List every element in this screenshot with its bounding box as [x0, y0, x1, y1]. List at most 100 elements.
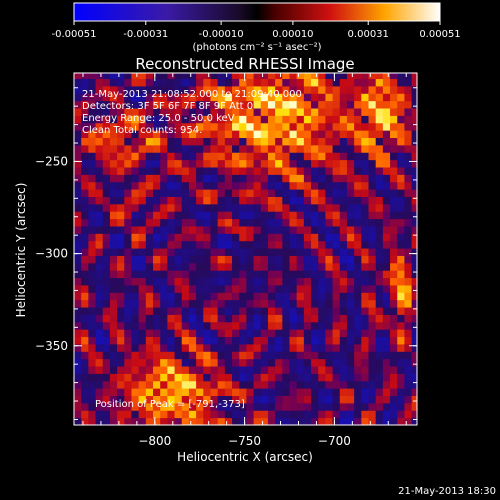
heatmap-cell [375, 108, 384, 116]
heatmap-cell [361, 248, 370, 256]
heatmap-cell [95, 314, 104, 323]
heatmap-cell [267, 380, 276, 389]
heatmap-cell [296, 417, 305, 425]
heatmap-cell [145, 100, 154, 109]
heatmap-cell [325, 336, 334, 345]
heatmap-cell [311, 152, 319, 161]
heatmap-cell [224, 366, 233, 374]
heatmap-cell [375, 255, 384, 264]
heatmap-cell [181, 152, 190, 161]
heatmap-cell [138, 225, 147, 234]
heatmap-cell [382, 373, 391, 382]
heatmap-cell [246, 380, 255, 389]
heatmap-cell [289, 174, 298, 183]
heatmap-cell [318, 240, 326, 249]
heatmap-cell [253, 225, 262, 234]
heatmap-cell [267, 329, 276, 338]
heatmap-cell [346, 366, 355, 374]
heatmap-cell [375, 366, 384, 374]
heatmap-cell [203, 402, 211, 411]
heatmap-cell [196, 218, 204, 227]
heatmap-cell [167, 402, 176, 411]
heatmap-cell [382, 410, 391, 419]
heatmap-cell [325, 255, 334, 264]
heatmap-cell [239, 211, 247, 220]
heatmap-cell [260, 108, 269, 116]
heatmap-cell [210, 270, 219, 279]
heatmap-cell [318, 270, 326, 279]
heatmap-cell [339, 130, 348, 139]
heatmap-cell [203, 137, 211, 146]
heatmap-cell [174, 93, 183, 102]
heatmap-cell [188, 329, 197, 338]
heatmap-cell [282, 159, 290, 168]
heatmap-cell [174, 78, 183, 87]
heatmap-cell [246, 343, 255, 352]
heatmap-cell [95, 144, 104, 153]
heatmap-cell [160, 402, 168, 411]
heatmap-cell [217, 307, 226, 315]
heatmap-cell [167, 299, 176, 308]
heatmap-cell [303, 284, 312, 293]
heatmap-cell [354, 292, 362, 301]
heatmap-cell [109, 211, 118, 220]
heatmap-cell [375, 395, 384, 404]
heatmap-cell [275, 73, 283, 80]
heatmap-cell [282, 307, 290, 315]
heatmap-cell [81, 181, 89, 190]
heatmap-cell [145, 277, 154, 286]
heatmap-cell [282, 211, 290, 220]
heatmap-cell [88, 402, 97, 411]
heatmap-cell [124, 366, 132, 374]
heatmap-cell [160, 174, 168, 183]
heatmap-cell [397, 240, 405, 249]
heatmap-cell [246, 314, 255, 323]
heatmap-cell [368, 181, 377, 190]
heatmap-cell [124, 284, 132, 293]
heatmap-cell [188, 100, 197, 109]
heatmap-cell [311, 336, 319, 345]
heatmap-cell [282, 100, 290, 109]
heatmap-cell [181, 130, 190, 139]
heatmap-cell [153, 417, 161, 425]
heatmap-cell [74, 388, 82, 397]
heatmap-cell [95, 152, 104, 161]
heatmap-cell [311, 166, 319, 175]
heatmap-cell [397, 380, 405, 389]
heatmap-cell [318, 292, 326, 301]
heatmap-cell [311, 85, 319, 94]
heatmap-cell [275, 410, 283, 419]
heatmap-cell [382, 181, 391, 190]
heatmap-cell [339, 329, 348, 338]
heatmap-cell [311, 395, 319, 404]
heatmap-cell [375, 388, 384, 397]
heatmap-cell [224, 299, 233, 308]
heatmap-cell [311, 93, 319, 102]
heatmap-cell [382, 225, 391, 234]
heatmap-cell [203, 108, 211, 116]
heatmap-cell [88, 189, 97, 197]
heatmap-cell [390, 395, 398, 404]
colorbar-tick-label: 0.00031 [348, 29, 389, 40]
heatmap-cell [289, 233, 298, 242]
heatmap-cell [174, 189, 183, 197]
heatmap-cell [217, 417, 226, 425]
heatmap-cell [196, 196, 204, 205]
x-tick-label: −800 [138, 434, 171, 448]
heatmap-cell [346, 388, 355, 397]
heatmap-cell [390, 380, 398, 389]
heatmap-cell [167, 329, 176, 338]
heatmap-cell [411, 144, 417, 153]
heatmap-cell [188, 144, 197, 153]
heatmap-cell [354, 270, 362, 279]
heatmap-cell [95, 336, 104, 345]
heatmap-cell [117, 233, 125, 242]
heatmap-cell [232, 152, 240, 161]
heatmap-cell [217, 189, 226, 197]
heatmap-cell [382, 314, 391, 323]
heatmap-cell [188, 73, 197, 80]
heatmap-cell [153, 137, 161, 146]
heatmap-cell [296, 380, 305, 389]
heatmap-cell [346, 85, 355, 94]
heatmap-cell [318, 108, 326, 116]
